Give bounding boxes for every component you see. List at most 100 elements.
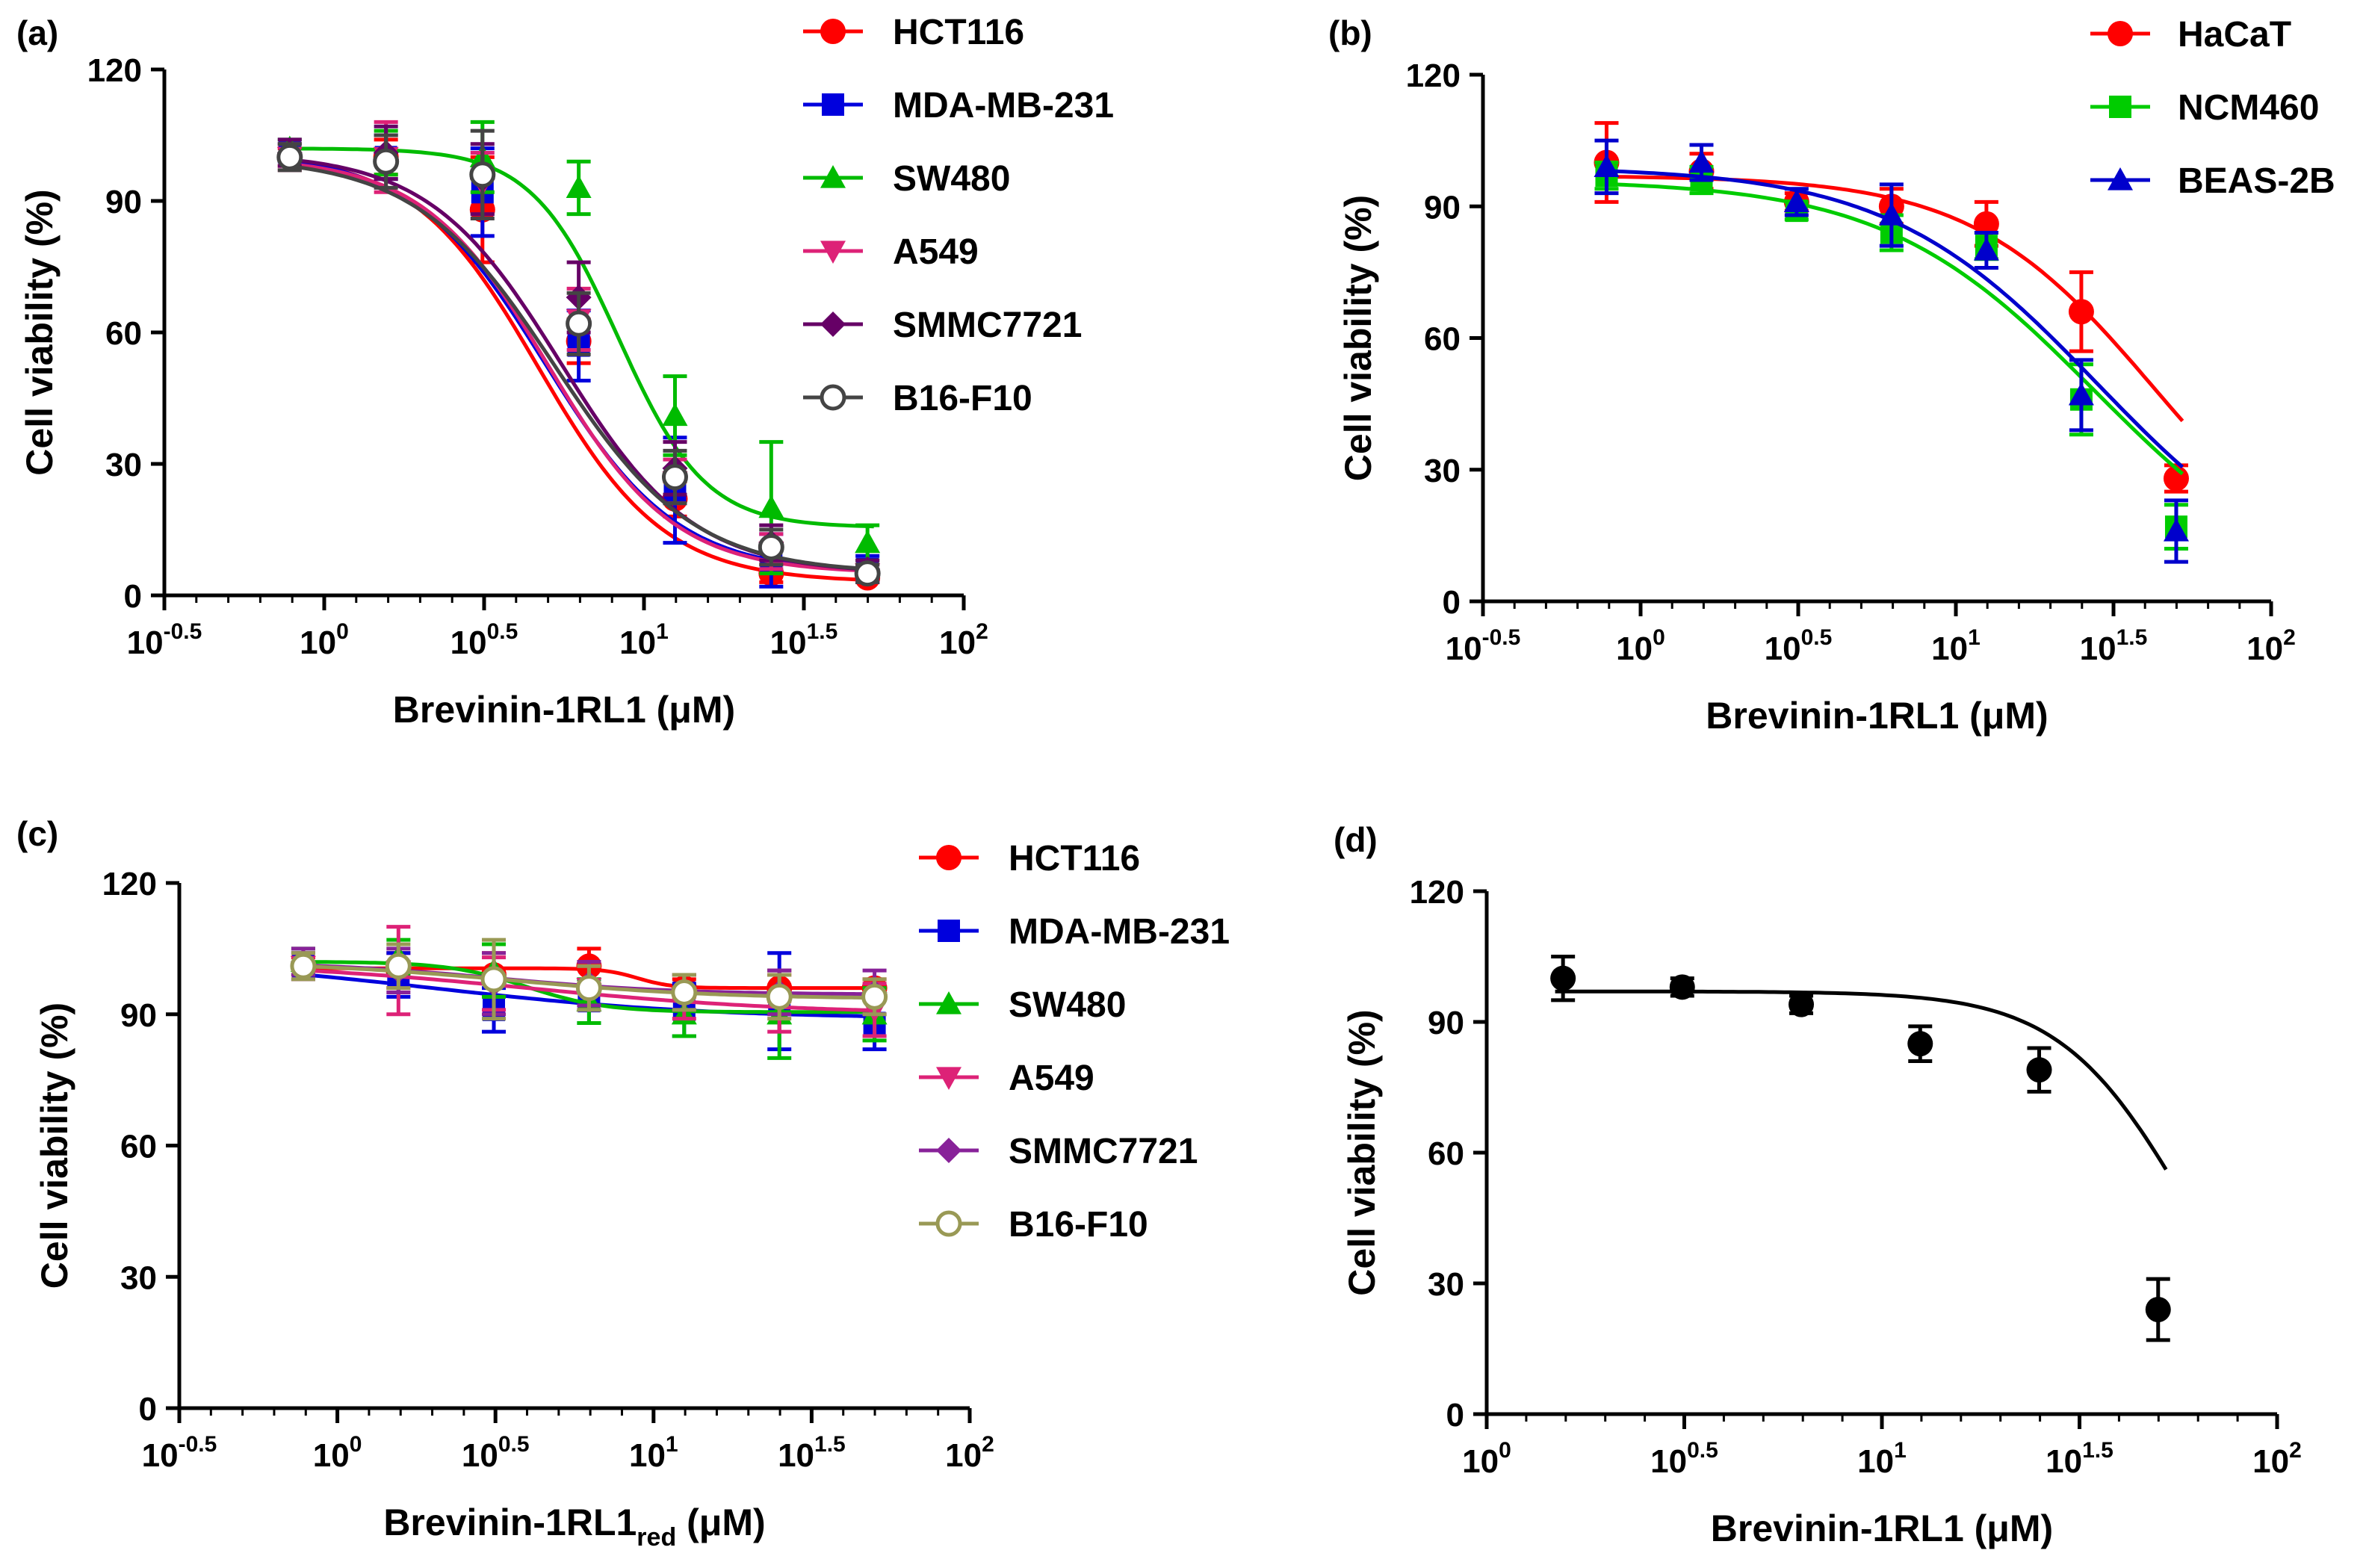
x-tick-label: 101.5 xyxy=(770,619,838,661)
legend-item: SW480 xyxy=(919,985,1126,1025)
legend: HCT116 MDA-MB-231 SW480 A549 SMMC7721 B16-F10 xyxy=(803,13,1114,418)
data-point xyxy=(1594,154,1620,177)
legend-marker xyxy=(820,384,846,411)
legend-item: MDA-MB-231 xyxy=(919,912,1230,952)
legend-item: SMMC7721 xyxy=(803,306,1082,345)
y-tick-label: 60 xyxy=(120,1129,157,1165)
legend-item: HaCaT xyxy=(2090,15,2291,55)
legend-label: A549 xyxy=(893,232,979,272)
y-tick-label: 60 xyxy=(1428,1135,1464,1172)
panel-label: (c) xyxy=(16,814,58,853)
legend-marker xyxy=(820,19,846,44)
legend: HaCaT NCM460 BEAS-2B xyxy=(2090,15,2335,201)
y-tick-label: 30 xyxy=(1424,453,1461,489)
data-point xyxy=(861,983,888,1010)
y-tick-label: 30 xyxy=(1428,1266,1464,1303)
data-point xyxy=(1973,238,1999,261)
legend-marker xyxy=(822,93,844,116)
data-point xyxy=(1550,965,1576,991)
x-tick-label: 10-0.5 xyxy=(142,1432,217,1474)
y-tick-label: 30 xyxy=(120,1259,157,1296)
data-point xyxy=(671,979,698,1005)
data-point xyxy=(1688,149,1715,173)
panel-d: (d) 0 30 60 90 120 100 100.5 101 101.5 102 Brevinin… xyxy=(1334,820,2302,1549)
x-tick-label: 101.5 xyxy=(778,1432,846,1474)
data-point xyxy=(2163,518,2189,542)
data-point xyxy=(2026,1057,2052,1083)
x-tick-label: 10-0.5 xyxy=(127,619,202,661)
y-axis-label: Cell viability (%) xyxy=(1337,195,1379,481)
data-point xyxy=(2068,299,2094,325)
y-tick-label: 60 xyxy=(105,315,142,352)
series-b16-f10 xyxy=(290,938,888,1021)
legend-marker xyxy=(2109,96,2131,118)
legend-marker xyxy=(936,845,961,870)
data-point xyxy=(661,464,688,491)
legend-label: B16-F10 xyxy=(893,379,1032,418)
y-axis-label: Cell viability (%) xyxy=(1341,1009,1383,1295)
legend-marker xyxy=(2108,21,2133,46)
panel-c: (c) 0 30 60 90 120 10-0.5 100 100.5 101 101.5 102 Br… xyxy=(16,814,1230,1552)
data-point xyxy=(480,966,507,993)
x-tick-label: 100 xyxy=(300,619,349,661)
legend-item: A549 xyxy=(919,1059,1094,1098)
y-axis-label: Cell viability (%) xyxy=(19,189,61,475)
y-tick-label: 90 xyxy=(105,184,142,220)
y-tick-label: 60 xyxy=(1424,321,1461,358)
legend-item: SW480 xyxy=(803,159,1010,199)
x-tick-label: 101 xyxy=(629,1432,678,1474)
data-point xyxy=(1669,974,1695,1000)
legend-label: MDA-MB-231 xyxy=(893,86,1114,125)
x-tick-label: 101.5 xyxy=(2080,625,2148,667)
data-point xyxy=(276,143,303,170)
x-tick-label: 101 xyxy=(1857,1438,1907,1480)
legend-item: HCT116 xyxy=(919,839,1140,878)
legend-label: SMMC7721 xyxy=(1009,1132,1198,1171)
data-point xyxy=(385,952,412,979)
legend-item: B16-F10 xyxy=(803,379,1032,418)
x-tick-label: 101.5 xyxy=(2046,1438,2113,1480)
data-point xyxy=(855,530,881,554)
legend-marker xyxy=(936,1067,961,1090)
y-tick-label: 0 xyxy=(1446,1397,1464,1434)
y-tick-label: 120 xyxy=(87,52,142,89)
x-axis-label: Brevinin-1RL1 (μM) xyxy=(393,689,735,731)
y-tick-label: 120 xyxy=(1406,58,1461,94)
x-tick-label: 101 xyxy=(1931,625,1981,667)
fit-curve xyxy=(283,161,874,573)
data-point xyxy=(758,495,784,518)
legend-label: A549 xyxy=(1009,1059,1094,1098)
y-tick-label: 0 xyxy=(124,578,142,615)
y-tick-label: 120 xyxy=(102,866,157,902)
legend-label: SW480 xyxy=(1009,985,1126,1025)
data-point xyxy=(1907,1031,1933,1057)
data-point xyxy=(766,983,793,1010)
y-tick-label: 90 xyxy=(120,997,157,1034)
x-axis-label: Brevinin-1RL1 (μM) xyxy=(1711,1507,2053,1549)
data-point xyxy=(854,560,881,587)
data-point xyxy=(290,952,317,979)
legend: HCT116 MDA-MB-231 SW480 A549 SMMC7721 B16-F10 xyxy=(919,839,1230,1245)
y-tick-label: 0 xyxy=(139,1391,157,1428)
panel-label: (b) xyxy=(1328,13,1372,52)
legend-item: HCT116 xyxy=(803,13,1024,52)
legend-item: B16-F10 xyxy=(919,1205,1148,1245)
x-tick-label: 100.5 xyxy=(462,1432,530,1474)
legend-marker xyxy=(820,312,846,337)
legend-label: BEAS-2B xyxy=(2178,161,2335,201)
y-tick-label: 0 xyxy=(1443,584,1461,621)
legend-item: NCM460 xyxy=(2090,88,2319,128)
legend-marker xyxy=(820,165,846,188)
y-tick-label: 90 xyxy=(1428,1005,1464,1041)
x-tick-label: 100 xyxy=(313,1432,362,1474)
legend-marker xyxy=(820,241,846,264)
data-point xyxy=(1878,202,1904,226)
x-tick-label: 102 xyxy=(2252,1438,2302,1480)
data-point xyxy=(566,175,592,198)
data-point xyxy=(1783,189,1809,212)
x-tick-label: 100.5 xyxy=(450,619,518,661)
data-point xyxy=(1973,211,1999,237)
legend-label: HCT116 xyxy=(1009,839,1140,878)
x-tick-label: 101 xyxy=(619,619,669,661)
